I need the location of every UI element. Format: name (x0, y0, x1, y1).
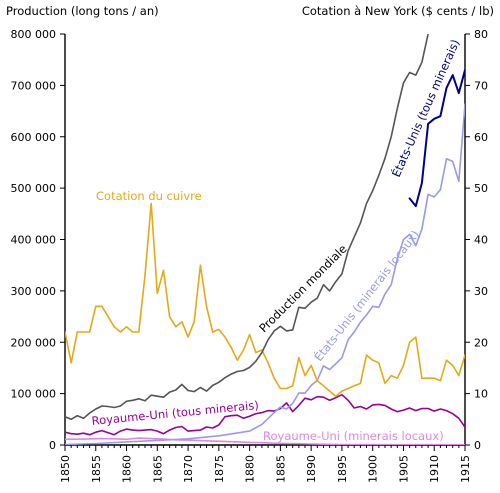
annotation-etats-unis-minerais-locaux: États-Unis (minerais locaux) (311, 227, 423, 364)
annotation-production-mondiale: Production mondiale (256, 242, 349, 335)
series-layer (65, 34, 465, 445)
annotation-royaume-uni-tous-minerais: Royaume-Uni (tous minerais) (91, 398, 259, 428)
right-axis-title: Cotation à New York ($ cents / lb) (302, 4, 494, 18)
left-tick-label: 0 (49, 439, 56, 452)
right-tick-label: 50 (474, 182, 488, 195)
left-axis-title: Production (long tons / an) (6, 4, 159, 18)
x-tick-label: 1875 (213, 455, 226, 483)
left-tick-label: 700 000 (11, 79, 57, 92)
left-tick-label: 400 000 (11, 234, 57, 247)
left-tick-label: 500 000 (11, 182, 57, 195)
series-line-production-mondiale (65, 34, 429, 421)
x-tick-label: 1870 (182, 455, 195, 483)
x-tick-label: 1900 (367, 455, 380, 483)
x-tick-label: 1880 (244, 455, 257, 483)
series-line-etats-unis-tous-minerais (408, 69, 465, 208)
x-tick-label: 1890 (305, 455, 318, 483)
series-line-cotation-du-cuivre (65, 202, 465, 398)
x-tick-label: 1915 (459, 455, 472, 483)
left-tick-label: 600 000 (11, 131, 57, 144)
right-tick-label: 60 (474, 131, 488, 144)
x-tick-label: 1910 (428, 455, 441, 483)
right-tick-label: 70 (474, 79, 488, 92)
left-tick-label: 200 000 (11, 336, 57, 349)
right-tick-label: 80 (474, 28, 488, 41)
axes: 0 100 000 200 000 300 000 400 000 500 000 600 … (11, 28, 489, 483)
left-tick-label: 300 000 (11, 285, 57, 298)
right-tick-label: 40 (474, 234, 488, 247)
annotation-cotation-du-cuivre: Cotation du cuivre (96, 189, 202, 203)
x-tick-label: 1860 (121, 455, 134, 483)
x-tick-label: 1865 (151, 455, 164, 483)
x-tick-label: 1850 (59, 455, 72, 483)
right-tick-label: 30 (474, 285, 488, 298)
right-tick-label: 10 (474, 388, 488, 401)
x-tick-label: 1885 (274, 455, 287, 483)
right-tick-label: 20 (474, 336, 488, 349)
series-line-etats-unis-minerais-locaux (65, 103, 465, 445)
series-line-royaume-uni-tous-minerais (65, 393, 465, 436)
series-line-royaume-uni-minerais-locaux (65, 437, 465, 445)
x-tick-label: 1855 (90, 455, 103, 483)
right-tick-label: 0 (474, 439, 481, 452)
left-tick-label: 800 000 (11, 28, 57, 41)
x-tick-label: 1905 (397, 455, 410, 483)
x-tick-label: 1895 (336, 455, 349, 483)
annotation-royaume-uni-minerais-locaux: Royaume-Uni (minerais locaux) (263, 429, 444, 443)
left-tick-label: 100 000 (11, 388, 57, 401)
